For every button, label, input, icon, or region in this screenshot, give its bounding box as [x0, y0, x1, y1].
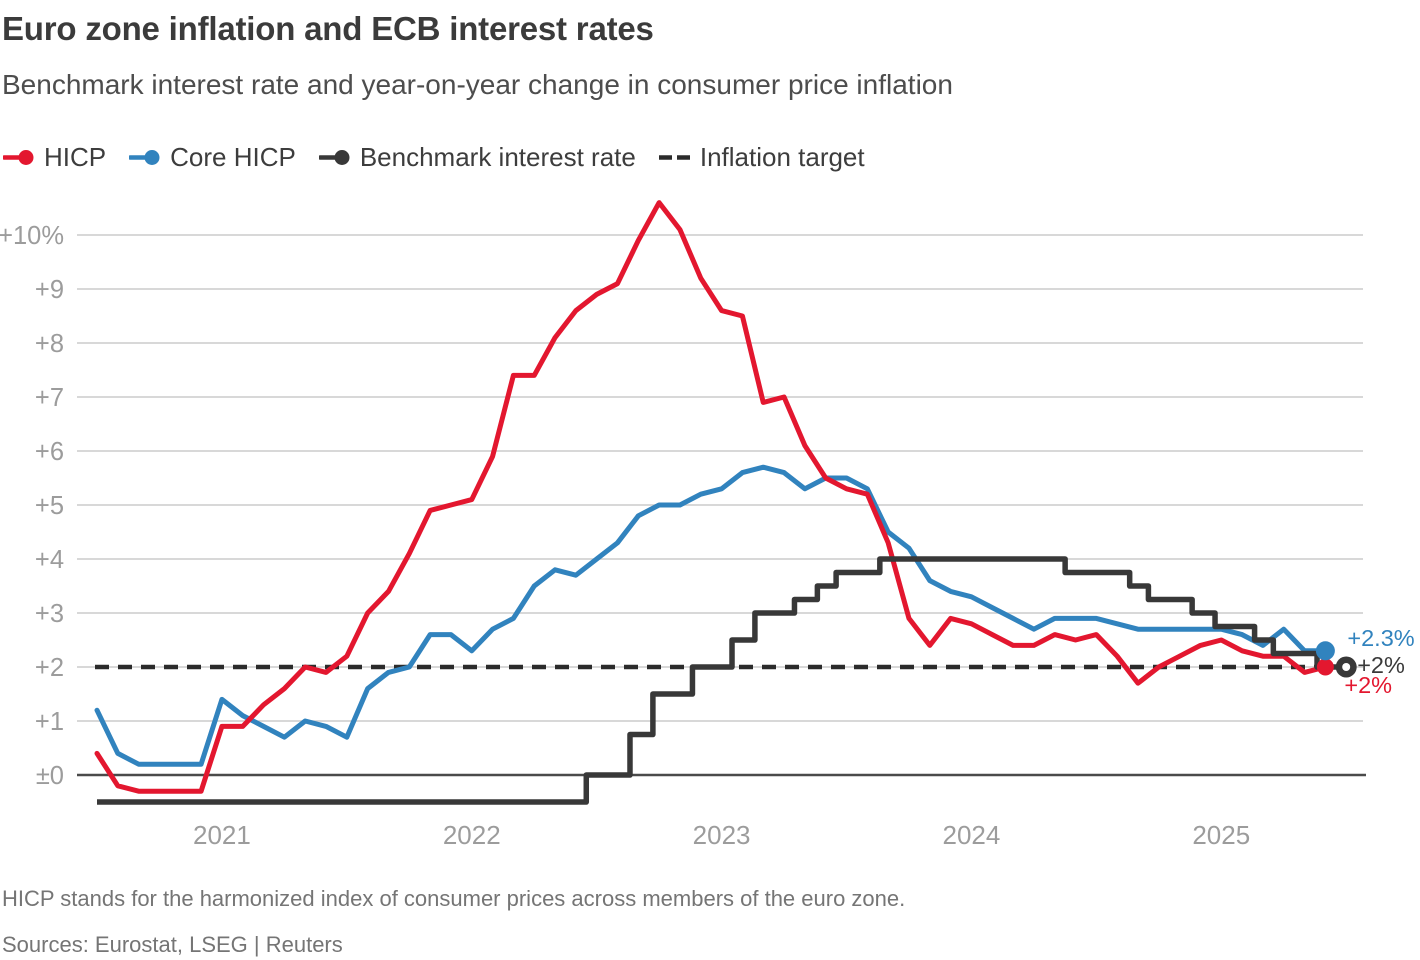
hicp-end-label: +2%	[1344, 672, 1392, 698]
y-axis-tick-label: +6	[35, 438, 64, 466]
benchmark-interest-rate-end-label: +2%	[1357, 652, 1405, 678]
target-legend-swatch	[658, 154, 690, 160]
chart-subtitle: Benchmark interest rate and year-on-year…	[2, 69, 953, 100]
y-axis-tick-label: +10%	[0, 222, 64, 250]
benchmark-rate-line	[97, 556, 1347, 805]
core-hicp-line	[94, 464, 1328, 767]
legend-item-target: Inflation target	[658, 141, 865, 173]
x-axis-tick-label: 2024	[943, 820, 1001, 850]
core-hicp-end-label: +2.3%	[1347, 625, 1414, 651]
y-axis-tick-label: +7	[35, 384, 64, 412]
chart-footnote: HICP stands for the harmonized index of …	[2, 886, 906, 911]
legend-item-core-hicp: Core HICP	[129, 142, 296, 173]
benchmark-interest-rate-end-dot-hole	[1342, 663, 1351, 671]
x-axis-tick-label: 2022	[443, 820, 501, 850]
page-title: Euro zone inflation and ECB interest rat…	[2, 10, 654, 47]
legend-label-hicp: HICP	[44, 141, 107, 172]
core-hicp-end-dot	[1315, 641, 1335, 661]
y-axis-tick-label: +4	[35, 546, 64, 574]
hicp-end-dot	[1316, 658, 1334, 676]
legend-label-benchmark: Benchmark interest rate	[359, 141, 636, 172]
x-axis-tick-label: 2025	[1192, 820, 1250, 850]
legend-item-benchmark: Benchmark interest rate	[318, 141, 636, 173]
hicp-legend-dot	[18, 149, 34, 165]
y-axis-tick-label: +3	[35, 600, 64, 628]
x-axis-tick-label: 2021	[193, 820, 251, 850]
hicp-legend-swatch	[3, 149, 34, 165]
chart-sources: Sources: Eurostat, LSEG | Reuters	[2, 932, 343, 957]
y-axis-tick-label: +1	[35, 708, 64, 736]
chart-legend: HICP Core HICP Benchmark interest rate Infl…	[3, 141, 865, 173]
y-axis-tick-label: ±0	[36, 762, 64, 790]
y-axis-tick-label: +8	[35, 330, 64, 358]
y-axis-tick-label: +2	[35, 654, 64, 682]
x-axis-tick-label: 2023	[693, 820, 751, 850]
legend-label-target: Inflation target	[699, 141, 865, 172]
y-axis-tick-label: +5	[35, 492, 64, 520]
core-hicp-legend-swatch	[129, 149, 160, 165]
core-hicp-legend-dot	[144, 149, 160, 165]
legend-label-core-hicp: Core HICP	[170, 141, 296, 172]
y-axis-tick-label: +9	[35, 276, 64, 304]
benchmark-legend-dot	[334, 149, 350, 165]
benchmark-legend-swatch	[318, 149, 350, 165]
hicp-line	[94, 200, 1328, 794]
legend-item-hicp: HICP	[3, 142, 106, 173]
